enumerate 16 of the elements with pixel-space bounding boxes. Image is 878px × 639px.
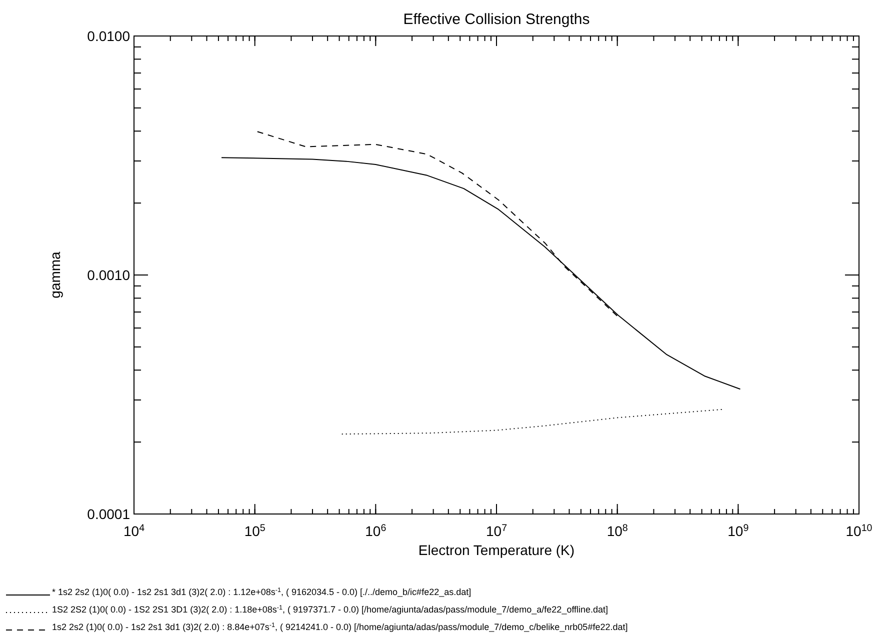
- y-tick-label: 0.0001: [87, 506, 130, 522]
- x-tick-label: 10$^{10}$: [846, 522, 873, 539]
- x-tick-label: 10$^{5}$: [244, 522, 266, 539]
- x-axis-title: Electron Temperature (K): [418, 542, 575, 558]
- y-tick-label: 0.0100: [87, 28, 130, 44]
- x-tick-label: 10$^{7}$: [486, 522, 508, 539]
- legend-label: * 1s2 2s2 (1)0( 0.0) - 1s2 2s1 3d1 (3)2( 2.0) : 1.12e+08s$^{-1}$, ( 9162034.5 - 0.0) [./../demo_b/ic#fe22_as.dat]: [52, 586, 472, 597]
- x-tick-label: 10$^{9}$: [728, 522, 749, 539]
- x-tick-label: 10$^{8}$: [606, 522, 628, 539]
- chart-title: Effective Collision Strengths: [403, 11, 590, 28]
- y-axis-title: gamma: [47, 251, 63, 298]
- legend-label: 1S2 2S2 (1)0( 0.0) - 1S2 2S1 3D1 (3)2( 2.0) : 1.18e+08s$^{-1}$, ( 9197371.7 - 0.0) [/home/agiunta/adas/pass/module_7/demo_a/fe22_offline.dat]: [52, 604, 608, 614]
- x-tick-label: 10$^{4}$: [123, 522, 146, 539]
- legend-label: 1s2 2s2 (1)0( 0.0) - 1s2 2s1 3d1 (3)2( 2.0) : 8.84e+07s$^{-1}$, ( 9214241.0 - 0.0) [/home/agiunta/adas/pass/module_7/demo_c/belike_nrb05#fe22.dat]: [52, 622, 628, 632]
- y-tick-label: 0.0010: [87, 267, 130, 283]
- x-tick-label: 10$^{6}$: [365, 522, 387, 539]
